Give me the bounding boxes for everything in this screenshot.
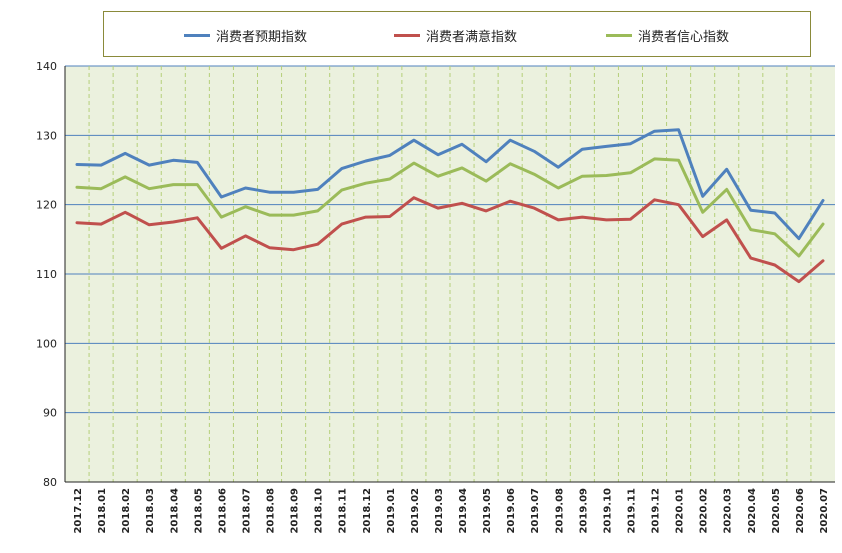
x-tick-label: 2019.02 xyxy=(410,488,421,534)
axes xyxy=(64,66,835,483)
x-tick-label: 2019.10 xyxy=(602,488,613,534)
legend-swatch-confidence xyxy=(606,33,632,37)
x-tick-label: 2018.01 xyxy=(97,488,108,534)
x-tick-label: 2018.07 xyxy=(241,488,252,534)
x-tick-labels: 2017.12 2018.01 2018.02 2018.03 2018.04 2018.… xyxy=(73,488,830,534)
y-tick-label: 100 xyxy=(36,337,57,350)
x-tick-label: 2018.06 xyxy=(217,488,228,534)
x-tick-label: 2018.04 xyxy=(169,488,180,534)
x-tick-label: 2019.12 xyxy=(651,488,662,534)
x-tick-label: 2018.08 xyxy=(266,488,277,534)
legend-label-satisfaction: 消费者满意指数 xyxy=(426,29,518,45)
legend-item-confidence: 消费者信心指数 xyxy=(606,26,730,45)
x-tick-label: 2018.11 xyxy=(338,488,349,534)
x-tick-label: 2020.04 xyxy=(747,488,758,534)
x-tick-label: 2018.10 xyxy=(314,488,325,534)
x-tick-label: 2019.03 xyxy=(434,488,445,534)
x-tick-label: 2018.03 xyxy=(145,488,156,534)
x-tick-label: 2020.06 xyxy=(795,488,806,534)
x-tick-label: 2019.01 xyxy=(386,488,397,534)
legend-swatch-satisfaction xyxy=(394,33,420,37)
y-tick-labels: 80 90 100 110 120 130 140 xyxy=(36,60,57,489)
legend-label-confidence: 消费者信心指数 xyxy=(638,29,730,45)
x-tick-label: 2018.05 xyxy=(193,488,204,534)
legend-label-expectation: 消费者预期指数 xyxy=(216,29,308,45)
y-tick-label: 120 xyxy=(36,199,57,212)
x-tick-label: 2017.12 xyxy=(73,488,84,534)
vertical-gridlines xyxy=(88,66,812,482)
series-line-0 xyxy=(75,128,825,241)
x-tick-label: 2020.07 xyxy=(819,488,830,534)
x-tick-label: 2018.12 xyxy=(362,488,373,534)
y-tick-label: 130 xyxy=(36,129,57,142)
legend: 消费者预期指数 消费者满意指数 消费者信心指数 xyxy=(103,11,811,57)
x-tick-label: 2018.02 xyxy=(121,488,132,534)
x-tick-label: 2019.06 xyxy=(506,488,517,534)
x-tick-label: 2019.08 xyxy=(554,488,565,534)
y-tick-label: 140 xyxy=(36,60,57,73)
legend-item-expectation: 消费者预期指数 xyxy=(184,26,308,45)
y-tick-label: 110 xyxy=(36,268,57,281)
x-tick-label: 2019.09 xyxy=(578,488,589,534)
legend-swatch-expectation xyxy=(184,33,210,37)
x-tick-label: 2019.07 xyxy=(530,488,541,534)
x-tick-label: 2020.05 xyxy=(771,488,782,534)
series-line-2 xyxy=(75,157,825,258)
series-lines xyxy=(75,128,825,284)
x-tick-label: 2020.02 xyxy=(699,488,710,534)
legend-item-satisfaction: 消费者满意指数 xyxy=(394,26,518,45)
x-tick-label: 2019.05 xyxy=(482,488,493,534)
x-tick-label: 2019.04 xyxy=(458,488,469,534)
x-tick-label: 2020.03 xyxy=(723,488,734,534)
x-tick-label: 2019.11 xyxy=(626,488,637,534)
y-tick-label: 90 xyxy=(43,407,57,420)
x-tick-label: 2018.09 xyxy=(290,488,301,534)
series-line-1 xyxy=(75,196,825,284)
x-tick-label: 2020.01 xyxy=(675,488,686,534)
y-tick-label: 80 xyxy=(43,476,57,489)
